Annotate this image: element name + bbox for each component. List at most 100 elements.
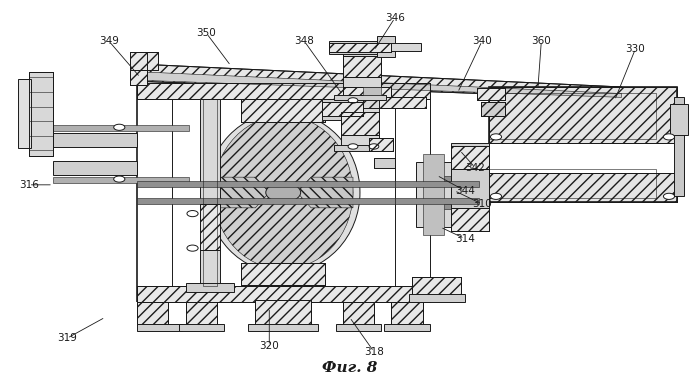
Bar xyxy=(341,112,380,135)
Text: Фиг. 8: Фиг. 8 xyxy=(322,361,377,375)
Text: 350: 350 xyxy=(196,28,217,38)
Bar xyxy=(489,169,656,198)
Text: 349: 349 xyxy=(99,36,119,46)
Bar xyxy=(383,43,421,50)
Bar xyxy=(391,302,423,325)
Circle shape xyxy=(266,183,301,202)
Bar xyxy=(369,138,393,151)
Bar xyxy=(343,97,426,108)
Bar xyxy=(384,324,430,331)
Bar xyxy=(137,286,430,302)
Text: 340: 340 xyxy=(472,36,492,46)
Bar xyxy=(481,102,505,116)
Text: 320: 320 xyxy=(259,341,279,351)
Circle shape xyxy=(114,124,125,131)
Bar xyxy=(185,302,217,325)
Bar xyxy=(322,102,363,116)
Circle shape xyxy=(187,245,198,251)
Bar xyxy=(395,198,479,204)
Bar xyxy=(489,87,677,202)
Bar xyxy=(341,99,380,148)
Bar xyxy=(377,36,395,57)
Bar xyxy=(53,161,137,175)
Bar xyxy=(137,324,182,331)
Bar xyxy=(489,87,677,142)
Bar xyxy=(412,277,461,300)
Bar xyxy=(130,52,158,70)
Text: 342: 342 xyxy=(465,162,485,172)
Bar xyxy=(137,302,168,325)
Bar xyxy=(130,70,147,85)
Bar xyxy=(199,204,220,250)
Bar xyxy=(423,154,444,235)
Bar xyxy=(395,181,479,187)
Bar xyxy=(370,139,391,150)
Circle shape xyxy=(663,193,675,199)
Bar xyxy=(241,99,325,122)
Circle shape xyxy=(491,134,502,140)
Bar xyxy=(477,88,505,100)
Bar xyxy=(241,99,325,122)
Bar xyxy=(178,324,224,331)
Bar xyxy=(137,302,168,325)
Bar xyxy=(322,102,363,116)
Bar xyxy=(674,97,684,196)
Bar xyxy=(430,176,489,181)
Bar xyxy=(334,95,387,100)
Polygon shape xyxy=(213,177,269,208)
Bar xyxy=(53,177,189,183)
Circle shape xyxy=(348,144,358,149)
Bar xyxy=(489,87,677,142)
Bar xyxy=(329,41,391,54)
Text: 344: 344 xyxy=(454,186,475,196)
Text: 310: 310 xyxy=(472,199,492,209)
Polygon shape xyxy=(297,177,353,208)
Bar xyxy=(451,146,489,169)
Bar xyxy=(369,138,393,151)
Circle shape xyxy=(187,211,198,217)
Bar xyxy=(199,204,220,250)
Bar xyxy=(137,286,430,302)
Bar xyxy=(374,158,395,167)
Ellipse shape xyxy=(206,112,360,273)
Polygon shape xyxy=(137,64,621,99)
Bar xyxy=(343,56,381,77)
Bar xyxy=(451,142,489,231)
Bar xyxy=(477,88,505,100)
Bar xyxy=(329,43,391,52)
Bar xyxy=(203,99,217,286)
Bar xyxy=(479,89,503,99)
Bar xyxy=(489,173,677,202)
Bar xyxy=(489,93,656,139)
Text: 316: 316 xyxy=(19,180,38,190)
Bar xyxy=(29,72,53,156)
Bar xyxy=(255,300,311,325)
Bar xyxy=(430,204,489,209)
Bar xyxy=(670,104,688,135)
Bar xyxy=(322,99,363,120)
Bar xyxy=(130,52,158,70)
Bar xyxy=(329,43,391,52)
Bar xyxy=(53,126,189,131)
Bar xyxy=(334,145,387,151)
Bar xyxy=(241,263,325,285)
Text: 330: 330 xyxy=(626,44,645,54)
Bar xyxy=(137,83,430,99)
Bar xyxy=(409,294,465,302)
Circle shape xyxy=(369,144,379,149)
Bar xyxy=(336,324,381,331)
Bar xyxy=(489,173,677,202)
Circle shape xyxy=(348,98,358,103)
Text: 360: 360 xyxy=(531,36,552,46)
Bar xyxy=(53,133,137,147)
Bar xyxy=(18,79,31,148)
Bar xyxy=(199,99,220,286)
Bar xyxy=(451,146,489,169)
Bar xyxy=(391,302,423,325)
Text: 346: 346 xyxy=(385,13,405,23)
Bar xyxy=(185,283,234,292)
Bar xyxy=(343,302,374,325)
Bar xyxy=(343,52,381,99)
Bar xyxy=(341,112,380,135)
Bar xyxy=(363,87,381,95)
